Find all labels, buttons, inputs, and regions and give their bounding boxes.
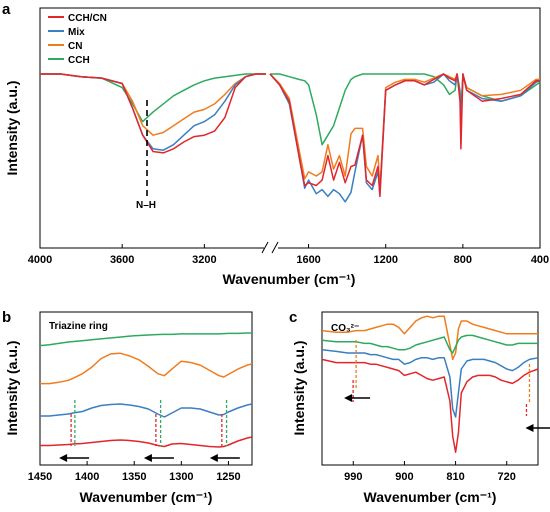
panel-c-letter: c — [289, 309, 297, 326]
panel-a-line-cch-cn-1 — [40, 73, 266, 154]
panel-a-xlabel: Wavenumber (cm⁻¹) — [223, 271, 356, 287]
panel-b-frame — [39, 311, 253, 466]
panel-b-line-cn — [40, 352, 253, 385]
panel-a-tick-label-1600: 1600 — [296, 254, 320, 266]
panel-b-ticks: 1450 1400 1350 1300 1250 — [28, 461, 241, 483]
panel-a-tick-label-3200: 3200 — [192, 254, 216, 266]
panel-a-frame — [39, 7, 541, 249]
panel-c-series — [321, 315, 539, 453]
panel-c-frame — [321, 311, 539, 466]
panel-c-line-cn — [321, 315, 538, 361]
panel-b-series — [39, 332, 253, 448]
panel-c-arrow-head-2 — [525, 424, 534, 432]
panel-a-line-cch-2 — [270, 73, 541, 146]
axis-break-mark-right — [271, 241, 279, 254]
panel-c-line-cch-cn — [321, 358, 539, 453]
panel-b-arrow-head-2 — [143, 454, 152, 462]
panel-b-tick-label-1250: 1250 — [216, 471, 240, 483]
panel-c-tick-label-810: 810 — [446, 471, 464, 483]
panel-c-ylabel: Intensity (a.u.) — [291, 341, 307, 436]
panel-c-ticks: 990 900 810 720 — [344, 461, 516, 483]
panel-a-tick-label-3600: 3600 — [110, 254, 134, 266]
panel-a-tick-label-4000: 4000 — [28, 254, 52, 266]
panel-c-arrow-head-1 — [344, 394, 353, 402]
legend-label-mix: Mix — [68, 27, 85, 38]
panel-a-ticks: 4000 3600 3200 1600 1200 800 400 — [28, 244, 549, 266]
panel-b-tick-label-1350: 1350 — [122, 471, 146, 483]
panel-b-shift-markers — [59, 400, 240, 462]
panel-c-xlabel: Wavenumber (cm⁻¹) — [364, 489, 497, 505]
legend-label-cch-cn: CCH/CN — [68, 13, 107, 24]
panel-b-line-mix — [40, 403, 253, 418]
panel-a-line-cch-cn-2 — [269, 73, 540, 198]
panel-a-series — [40, 73, 541, 203]
panel-a-line-cn-1 — [40, 73, 266, 136]
nh-annotation: N–H — [136, 200, 156, 211]
panel-a-ylabel: Intensity (a.u.) — [4, 81, 20, 176]
legend-label-cn: CN — [68, 41, 82, 52]
legend-label-cch: CCH — [68, 55, 90, 66]
panel-b-letter: b — [2, 309, 11, 326]
panel-a-letter: a — [2, 1, 11, 18]
axis-break-mark-left — [261, 241, 269, 254]
panel-c-tick-label-990: 990 — [344, 471, 362, 483]
panel-a-tick-label-800: 800 — [454, 254, 472, 266]
triazine-annotation: Triazine ring — [49, 321, 108, 332]
panel-b-arrow-head-3 — [209, 454, 218, 462]
panel-a-tick-label-1200: 1200 — [373, 254, 397, 266]
panel-a-legend: CCH/CN Mix CN CCH — [48, 13, 107, 66]
panel-b-xlabel: Wavenumber (cm⁻¹) — [80, 489, 213, 505]
panel-b-arrow-head-1 — [59, 454, 68, 462]
panel-a-tick-label-400: 400 — [531, 254, 549, 266]
panel-c-line-mix — [321, 349, 539, 418]
panel-b-ylabel: Intensity (a.u.) — [4, 341, 20, 436]
panel-c-shift-markers — [344, 340, 550, 432]
panel-b-tick-label-1300: 1300 — [169, 471, 193, 483]
carbonate-annotation: CO₃²⁻ — [331, 323, 359, 334]
panel-b-tick-label-1450: 1450 — [28, 471, 52, 483]
panel-b-line-cch-cn — [40, 436, 253, 448]
panel-c-line-cch — [321, 334, 538, 354]
panel-b-tick-label-1400: 1400 — [75, 471, 99, 483]
axis-break-mask — [264, 241, 278, 255]
panel-b-line-cch — [39, 332, 252, 347]
panel-c-tick-label-720: 720 — [498, 471, 516, 483]
panel-c-tick-label-900: 900 — [395, 471, 413, 483]
